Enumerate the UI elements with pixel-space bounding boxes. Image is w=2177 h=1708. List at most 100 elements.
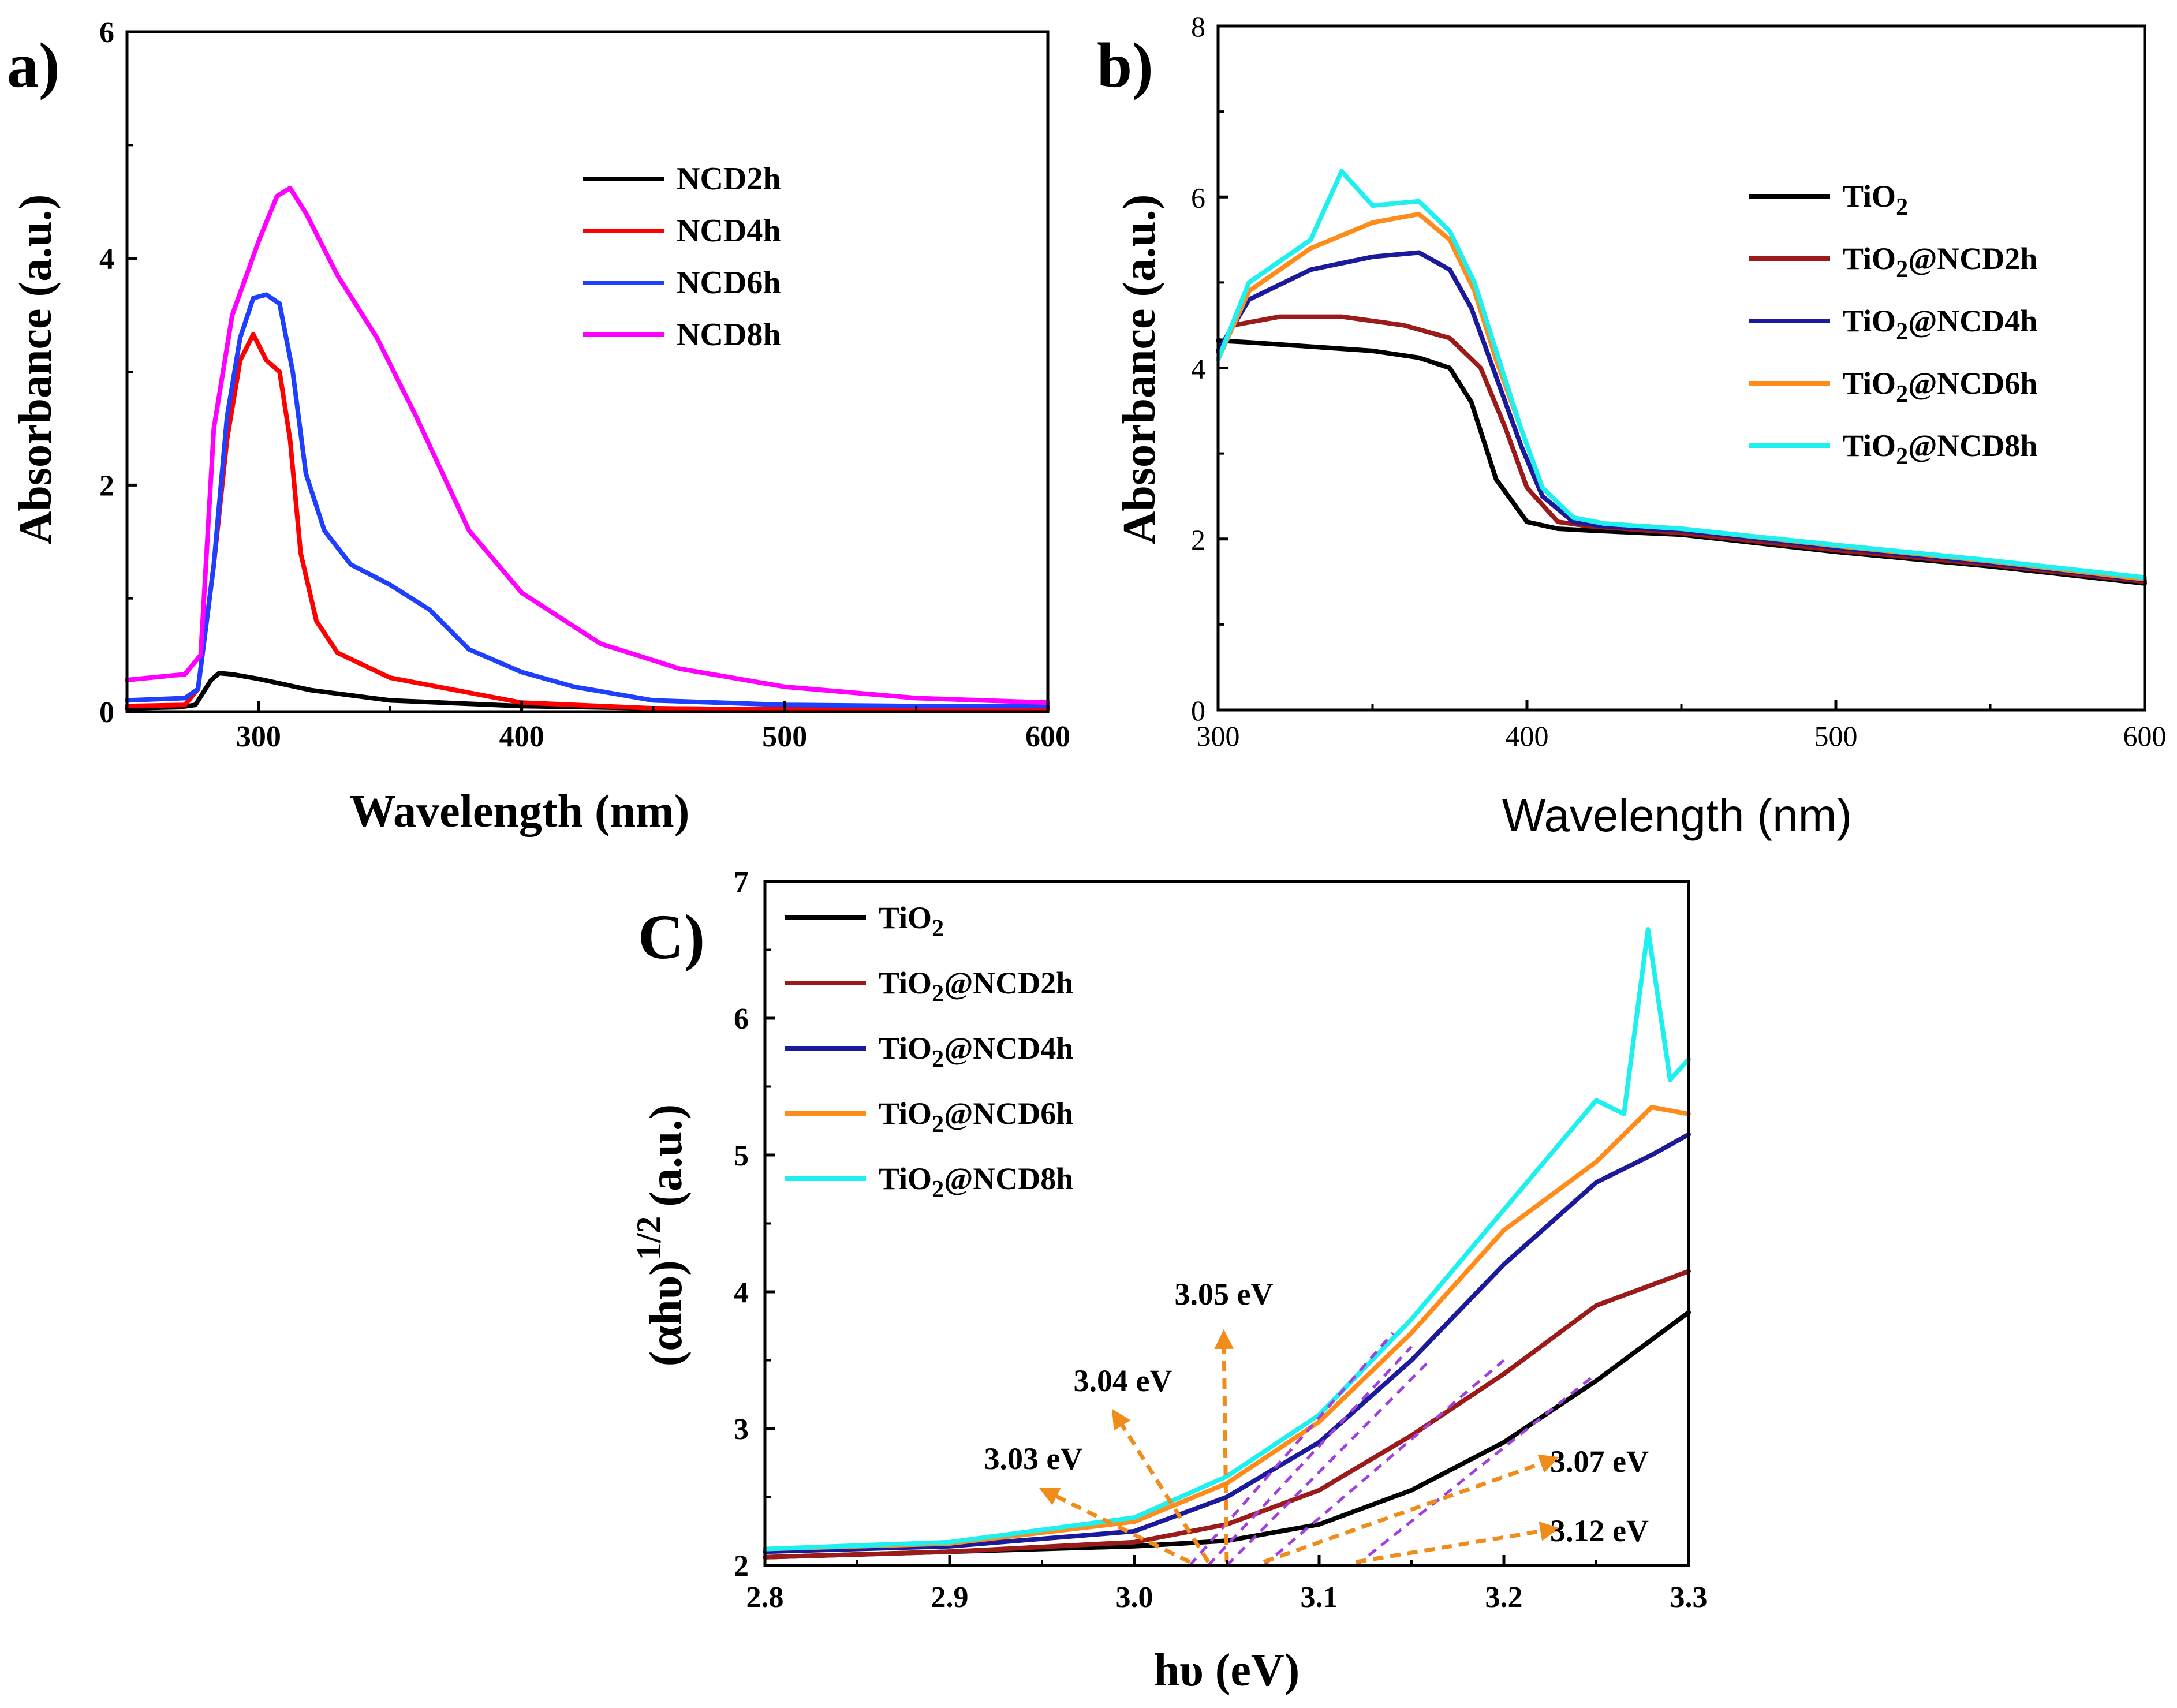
y-tick-label: 0 bbox=[1191, 694, 1205, 727]
tangent-line bbox=[1207, 1346, 1413, 1567]
panel-a-ticks bbox=[126, 30, 1050, 713]
panel-c-label: C) bbox=[638, 902, 705, 972]
legend-label: NCD6h bbox=[677, 265, 781, 301]
panel-c-y-axis-title-units: (a.u.) bbox=[641, 1104, 692, 1207]
legend-label-base: TiO bbox=[879, 966, 932, 1000]
legend-label: TiO2@NCD4h bbox=[879, 1031, 1073, 1072]
y-tick-label: 4 bbox=[99, 243, 114, 276]
series-line-tio2-ncd2h bbox=[1216, 314, 2147, 584]
legend-label: TiO2 bbox=[879, 900, 944, 942]
y-tick-label: 6 bbox=[99, 16, 114, 49]
panel-a-x-tick-labels: 300 400 500 600 bbox=[236, 720, 1070, 753]
x-tick-label: 500 bbox=[1814, 720, 1858, 752]
tangent-line bbox=[1189, 1332, 1394, 1567]
annotation-label: 3.07 eV bbox=[1550, 1444, 1649, 1479]
panel-c: C) 2.8 2.9 3.0 3.1 3.2 3.3 2 3 4 5 6 7 hυ (eV) (αh… bbox=[630, 866, 1708, 1696]
x-tick-label: 500 bbox=[762, 720, 807, 753]
legend-label: NCD4h bbox=[677, 213, 781, 249]
legend-label-base: TiO bbox=[1843, 241, 1896, 276]
panel-c-x-axis-title: hυ (eV) bbox=[1154, 1645, 1300, 1696]
panel-c-y-axis-title-exponent: 1/2 bbox=[630, 1216, 668, 1261]
panel-a-y-tick-labels: 0 2 4 6 bbox=[99, 16, 114, 729]
x-tick-label: 2.8 bbox=[746, 1581, 784, 1614]
series-line-ncd4h bbox=[125, 332, 1050, 712]
series-line-tio2-ncd4h bbox=[763, 1132, 1691, 1554]
y-tick-label: 8 bbox=[1191, 10, 1205, 43]
x-tick-label: 2.9 bbox=[931, 1581, 969, 1614]
legend-label-suffix: @NCD2h bbox=[1908, 241, 2037, 276]
panel-b: b) 300 400 500 600 0 2 4 6 8 Wavelength (nm) Ab… bbox=[1097, 10, 2167, 841]
panel-a-series bbox=[125, 185, 1050, 712]
panel-c-x-tick-labels: 2.8 2.9 3.0 3.1 3.2 3.3 bbox=[746, 1581, 1708, 1614]
x-tick-label: 300 bbox=[1197, 720, 1240, 752]
legend-label-base: TiO bbox=[879, 900, 932, 935]
legend-label-sub: 2 bbox=[1896, 194, 1908, 220]
legend-label-sub: 2 bbox=[932, 1111, 944, 1138]
panel-b-y-axis-title: Absorbance (a.u.) bbox=[1114, 195, 1165, 545]
panel-c-ticks bbox=[763, 880, 1690, 1567]
annotation-arrow bbox=[1214, 1329, 1234, 1563]
panel-b-label: b) bbox=[1097, 30, 1153, 100]
legend-label-base: TiO bbox=[879, 1031, 932, 1066]
legend-label: TiO2 bbox=[1843, 179, 1908, 220]
legend-label-base: TiO bbox=[1843, 304, 1896, 338]
panel-c-legend: TiO2TiO2@NCD2hTiO2@NCD4hTiO2@NCD6hTiO2@N… bbox=[785, 900, 1073, 1203]
legend-label-sub: 2 bbox=[1896, 381, 1908, 408]
y-tick-label: 2 bbox=[734, 1550, 749, 1583]
y-tick-label: 7 bbox=[734, 866, 749, 899]
legend-label-suffix: @NCD8h bbox=[944, 1161, 1073, 1196]
legend-label-sub: 2 bbox=[1896, 319, 1908, 345]
series-line-ncd8h bbox=[125, 185, 1050, 705]
series-line-tio2-ncd2h bbox=[763, 1269, 1691, 1560]
legend-label: TiO2@NCD6h bbox=[879, 1096, 1073, 1138]
annotation-label: 3.12 eV bbox=[1550, 1513, 1649, 1548]
annotation-arrow bbox=[1356, 1522, 1560, 1564]
legend-label-sub: 2 bbox=[932, 981, 944, 1007]
annotation-arrow bbox=[1263, 1454, 1560, 1564]
legend-label: TiO2@NCD2h bbox=[879, 966, 1073, 1007]
legend-label-suffix: @NCD2h bbox=[944, 966, 1073, 1000]
series-line-ncd6h bbox=[125, 292, 1050, 709]
panel-c-annotations: 3.05 eV 3.04 eV 3.03 eV 3.07 eV 3.12 eV bbox=[984, 1277, 1649, 1548]
annotation-label: 3.05 eV bbox=[1175, 1277, 1274, 1311]
panel-a: a) 300 400 500 600 0 2 4 6 Wavelength (nm) Abs… bbox=[7, 16, 1070, 837]
y-tick-label: 6 bbox=[1191, 181, 1205, 214]
panel-b-x-axis-title: Wavelength (nm) bbox=[1502, 790, 1852, 841]
series-line-tio2-ncd8h bbox=[1216, 169, 2147, 580]
y-tick-label: 6 bbox=[734, 1003, 749, 1036]
panel-c-y-axis-title: (αhυ)1/2 (a.u.) bbox=[630, 1104, 692, 1366]
legend-label: TiO2@NCD8h bbox=[1843, 428, 2037, 470]
legend-label-base: TiO bbox=[879, 1096, 932, 1131]
legend-label-base: TiO bbox=[1843, 428, 1896, 463]
legend-label-suffix: @NCD6h bbox=[944, 1096, 1073, 1131]
legend-label-sub: 2 bbox=[1896, 256, 1908, 283]
x-tick-label: 3.2 bbox=[1485, 1581, 1523, 1614]
y-tick-label: 2 bbox=[1191, 524, 1205, 556]
y-tick-label: 3 bbox=[734, 1413, 749, 1446]
panel-c-y-tick-labels: 2 3 4 5 6 7 bbox=[734, 866, 749, 1583]
legend-label-base: TiO bbox=[1843, 179, 1896, 214]
annotation-label: 3.03 eV bbox=[984, 1441, 1083, 1476]
legend-label-sub: 2 bbox=[932, 1046, 944, 1072]
x-tick-label: 600 bbox=[2123, 720, 2167, 752]
tangent-line bbox=[1355, 1373, 1597, 1567]
legend-label: NCD8h bbox=[677, 317, 781, 353]
legend-label-sub: 2 bbox=[932, 915, 944, 942]
panel-a-frame bbox=[125, 30, 1050, 713]
panel-a-label: a) bbox=[7, 30, 60, 100]
x-tick-label: 3.3 bbox=[1670, 1581, 1708, 1614]
annotation-arrow bbox=[1039, 1488, 1191, 1564]
panel-a-y-axis-title: Absorbance (a.u.) bbox=[10, 195, 61, 545]
x-tick-label: 400 bbox=[499, 720, 544, 753]
y-tick-label: 0 bbox=[99, 696, 114, 729]
panel-c-arrows bbox=[1039, 1329, 1560, 1564]
y-tick-label: 5 bbox=[734, 1139, 749, 1172]
y-tick-label: 4 bbox=[1191, 353, 1205, 385]
legend-label: TiO2@NCD4h bbox=[1843, 304, 2037, 345]
legend-label-suffix: @NCD4h bbox=[1908, 304, 2037, 338]
panel-b-series bbox=[1216, 169, 2147, 586]
panel-b-ticks bbox=[1216, 24, 2146, 712]
legend-label-suffix: @NCD8h bbox=[1908, 428, 2037, 463]
panel-b-y-tick-labels: 0 2 4 6 8 bbox=[1191, 10, 1205, 727]
